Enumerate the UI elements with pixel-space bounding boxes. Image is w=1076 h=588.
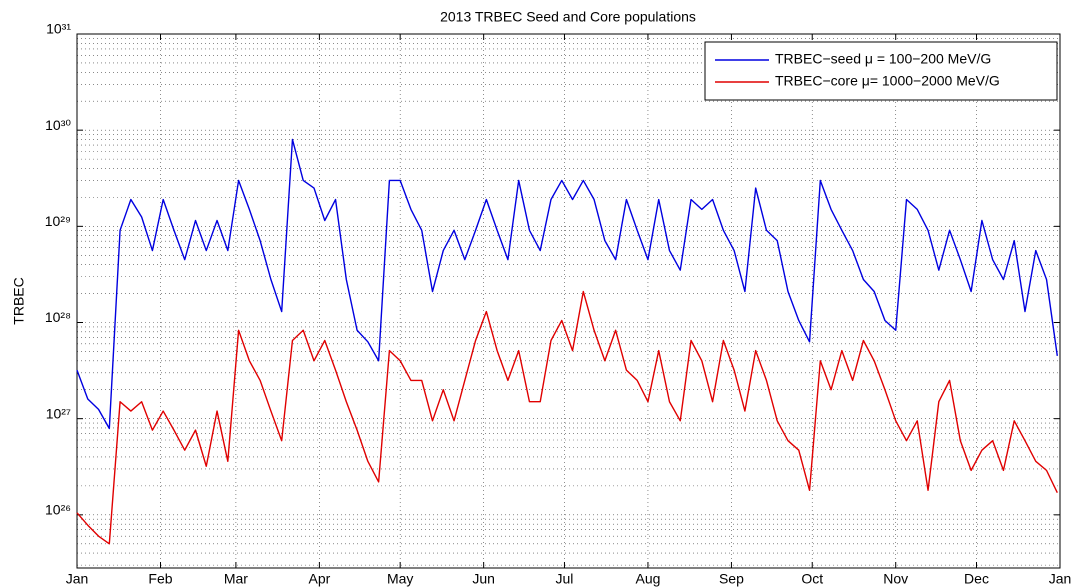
x-tick-label: Jul xyxy=(556,571,574,587)
legend-label: TRBEC−seed μ = 100−200 MeV/G xyxy=(775,51,991,67)
legend-label: TRBEC−core μ= 1000−2000 MeV/G xyxy=(775,73,1000,89)
x-tick-label: Mar xyxy=(224,571,248,587)
y-tick-label: 10³⁰ xyxy=(45,117,71,133)
x-tick-label: Jun xyxy=(472,571,495,587)
x-tick-label: Jan xyxy=(1049,571,1072,587)
y-axis-label: TRBEC xyxy=(11,277,27,324)
y-tick-label: 10²⁹ xyxy=(45,213,71,229)
x-tick-label: Aug xyxy=(635,571,660,587)
x-tick-label: Feb xyxy=(148,571,172,587)
x-tick-label: Nov xyxy=(883,571,908,587)
y-tick-label: 10³¹ xyxy=(46,21,71,37)
x-tick-label: Sep xyxy=(719,571,744,587)
x-tick-label: May xyxy=(387,571,413,587)
series-line xyxy=(76,138,1059,430)
legend-box xyxy=(704,41,1058,101)
x-tick-label: Dec xyxy=(964,571,989,587)
y-tick-label: 10²⁷ xyxy=(46,405,71,421)
y-tick-label: 10²⁸ xyxy=(45,309,71,325)
y-tick-label: 10²⁶ xyxy=(45,502,71,518)
x-tick-label: Oct xyxy=(801,571,823,587)
x-tick-label: Apr xyxy=(308,571,330,587)
x-tick-label: Jan xyxy=(66,571,89,587)
series-line xyxy=(76,290,1058,545)
chart-title: 2013 TRBEC Seed and Core populations xyxy=(440,9,696,25)
plot-frame xyxy=(76,33,1061,569)
